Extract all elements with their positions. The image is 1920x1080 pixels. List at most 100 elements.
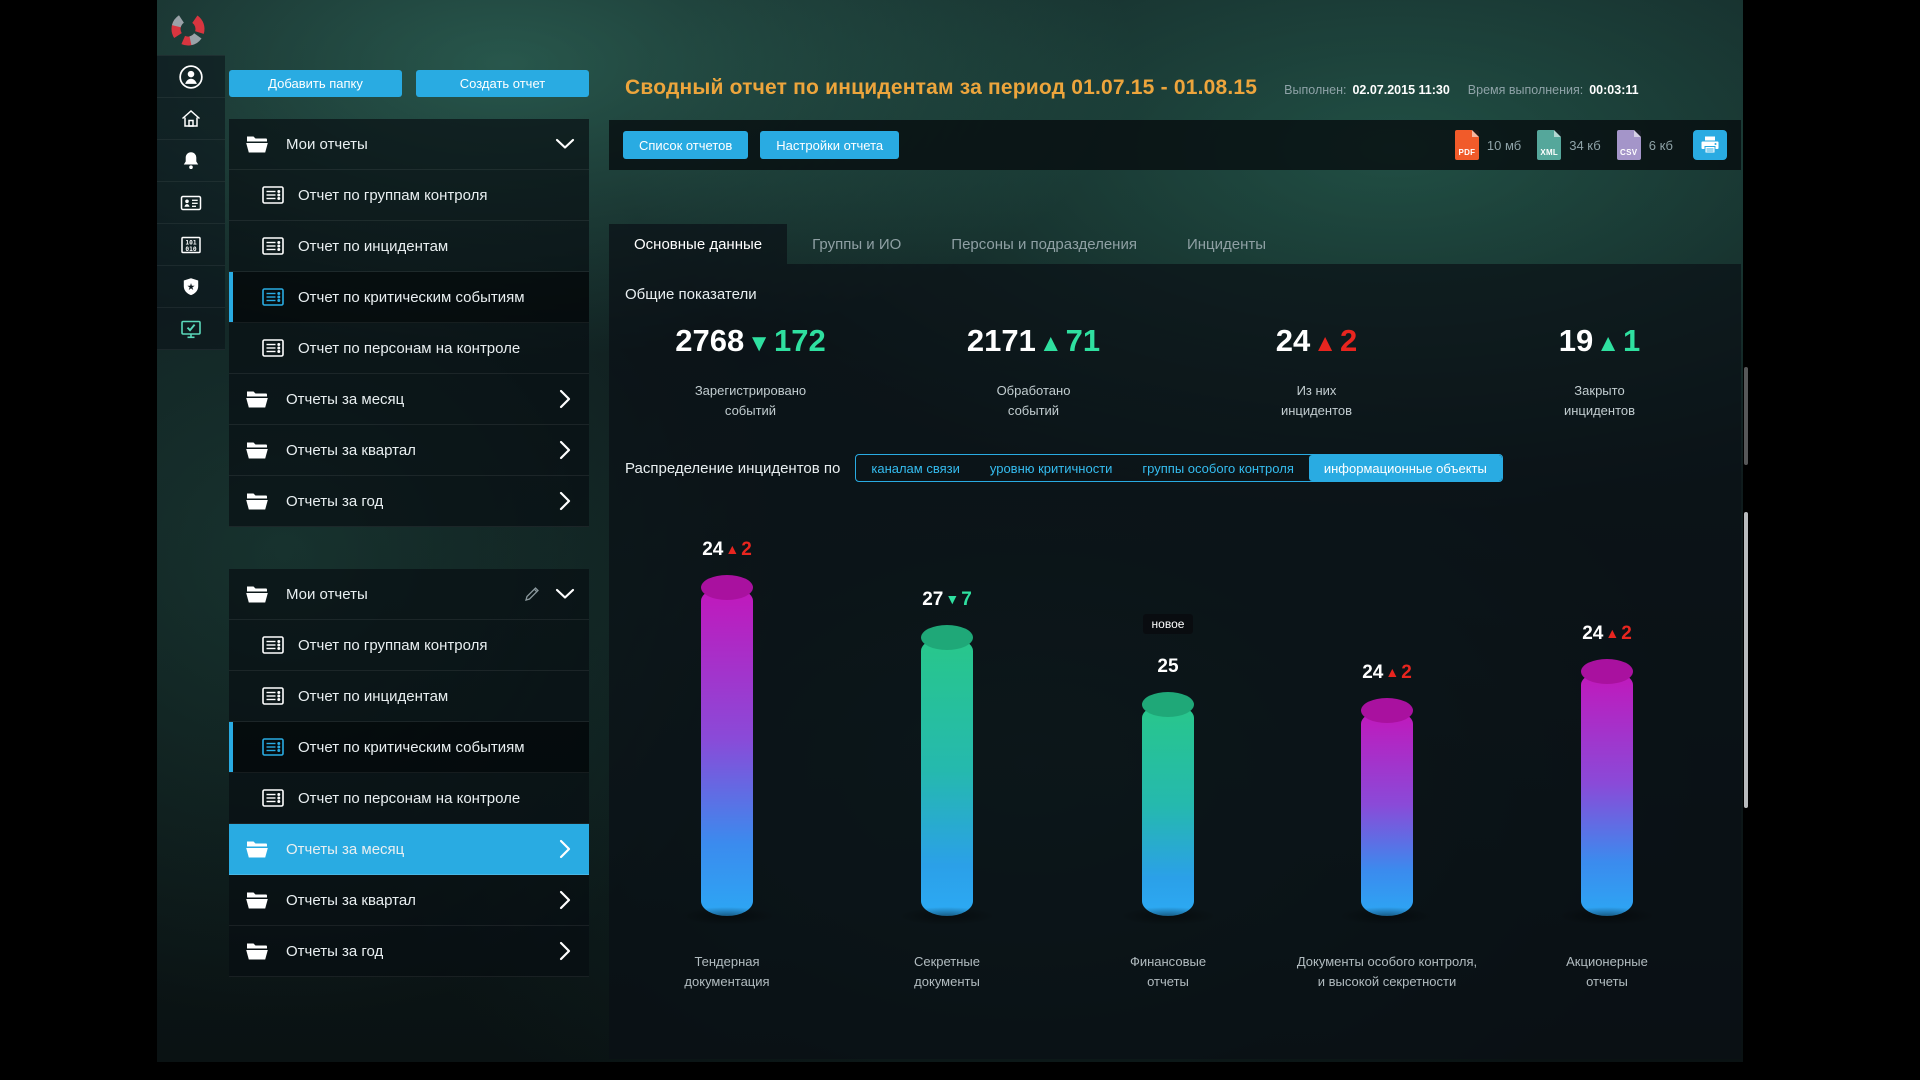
chevron-right-icon [559, 839, 571, 859]
folder-item[interactable]: Отчеты за год [229, 926, 589, 977]
folder-item-label: Отчеты за месяц [286, 390, 405, 408]
printer-icon [1700, 136, 1720, 154]
svg-text:010: 010 [185, 245, 196, 252]
report-item[interactable]: Отчет по инцидентам [229, 671, 589, 722]
segment-info-objects[interactable]: информационные объекты [1308, 455, 1502, 481]
svg-text:101: 101 [185, 239, 196, 246]
duration-label: Время выполнения: [1467, 83, 1584, 97]
report-item[interactable]: Отчет по группам контроля [229, 170, 589, 221]
folder-item-label: Отчеты за год [286, 492, 384, 510]
segment-channels[interactable]: каналам связи [871, 460, 960, 476]
chevron-down-icon [555, 138, 575, 150]
create-report-button[interactable]: Создать отчет [416, 70, 589, 97]
kpi-closed: 19 ▲1 Закрыто инцидентов [1558, 323, 1641, 419]
bar-value-label: 27 ▼ 7 [922, 589, 972, 610]
report-settings-button[interactable]: Настройки отчета [760, 131, 900, 159]
report-item[interactable]: Отчет по персонам на контроле [229, 323, 589, 374]
add-folder-button[interactable]: Добавить папку [229, 70, 402, 97]
folder-item[interactable]: Отчеты за квартал [229, 425, 589, 476]
folder-item-label: Отчеты за год [286, 942, 384, 960]
scrollbar-thumb[interactable] [1744, 367, 1748, 465]
executed-value: 02.07.2015 11:30 [1352, 83, 1450, 97]
folder-panel-bottom-header[interactable]: Мои отчеты [229, 569, 589, 620]
print-button[interactable] [1693, 130, 1727, 160]
chevron-right-icon [559, 890, 571, 910]
new-badge: новое [1068, 614, 1268, 634]
kpi-incidents: 24 ▲2 Из них инцидентов [1275, 323, 1358, 419]
bar-value-label: 25 [1157, 656, 1179, 677]
incident-bar-chart: 24 ▲ 2 27 ▼ 7 25 новое 24 ▲ 2 [609, 264, 1741, 1059]
csv-file-size: 6 кб [1648, 137, 1673, 153]
bar-value-label: 24 ▲ 2 [1362, 662, 1412, 683]
home-icon [179, 107, 203, 131]
rail-item-persons[interactable] [157, 182, 225, 224]
folder-panel-top-header[interactable]: Мои отчеты [229, 119, 589, 170]
tab-persons[interactable]: Персоны и подразделения [951, 235, 1137, 253]
icon-rail: 101 010 ★ [157, 55, 225, 350]
pdf-file-size: 10 мб [1486, 137, 1522, 153]
folder-panel-title: Мои отчеты [286, 585, 368, 603]
rail-item-data[interactable]: 101 010 [157, 224, 225, 266]
xml-file-icon[interactable]: XML [1537, 130, 1562, 160]
main-area: Сводный отчет по инцидентам за период 01… [609, 0, 1741, 1062]
executed-meta: Выполнен: 02.07.2015 11:30 [1284, 83, 1450, 97]
folder-icon [245, 441, 269, 460]
distribution-filter: Распределение инцидентов по каналам связ… [625, 454, 1503, 482]
category-label: Акционерные отчеты [1566, 954, 1648, 989]
tab-groups[interactable]: Группы и ИО [812, 235, 902, 253]
folder-panel-title: Мои отчеты [286, 135, 368, 153]
report-item-label: Отчет по персонам на контроле [298, 339, 521, 357]
user-icon [178, 64, 204, 90]
chart-bar: 24 ▲ 2 [679, 539, 775, 925]
segment-special-control[interactable]: группы особого контроля [1142, 460, 1294, 476]
folder-icon [245, 585, 269, 604]
bell-icon [179, 149, 203, 173]
folder-item-highlighted[interactable]: Отчеты за месяц [229, 824, 589, 875]
report-item[interactable]: Отчет по группам контроля [229, 620, 589, 671]
chart-bar: 27 ▼ 7 [899, 589, 995, 925]
distribution-segmented-control: каналам связи уровню критичности группы … [855, 454, 1503, 482]
chart-bar: 25 новое [1120, 614, 1216, 925]
report-item-selected[interactable]: Отчет по критическим событиям [229, 272, 589, 323]
rail-item-monitoring[interactable] [157, 308, 225, 350]
category-label: Финансовые отчеты [1129, 954, 1207, 989]
folder-item-label: Отчеты за квартал [286, 891, 416, 909]
tab-incidents[interactable]: Инциденты [1186, 235, 1267, 253]
pdf-file-icon[interactable]: PDF [1454, 130, 1479, 160]
report-tabs: Основные данные Группы и ИО Персоны и по… [609, 224, 1741, 264]
report-item-label: Отчет по критическим событиям [298, 738, 525, 756]
folder-item-label: Отчеты за квартал [286, 441, 416, 459]
report-item[interactable]: Отчет по персонам на контроле [229, 773, 589, 824]
scrollbar-thumb[interactable] [1744, 512, 1748, 808]
report-header: Сводный отчет по инцидентам за период 01… [625, 76, 1639, 100]
folder-item[interactable]: Отчеты за месяц [229, 374, 589, 425]
rail-item-profile[interactable] [157, 55, 225, 98]
edit-pencil-icon[interactable] [523, 585, 541, 603]
triangle-up-icon: ▲ [1038, 330, 1063, 357]
chart-bar: 24 ▲ 2 [1559, 623, 1655, 925]
report-icon [262, 636, 284, 654]
contact-card-icon [179, 191, 203, 215]
report-list-button[interactable]: Список отчетов [623, 131, 749, 159]
report-item[interactable]: Отчет по инцидентам [229, 221, 589, 272]
chevron-down-icon [555, 588, 575, 600]
rail-item-home[interactable] [157, 98, 225, 140]
bar-value-label: 24 ▲ 2 [1582, 623, 1632, 644]
rail-item-notifications[interactable] [157, 140, 225, 182]
report-item-selected[interactable]: Отчет по критическим событиям [229, 722, 589, 773]
folder-icon [245, 840, 269, 859]
folder-icon [245, 390, 269, 409]
triangle-up-icon: ▲ [1605, 625, 1620, 641]
rail-item-security[interactable]: ★ [157, 266, 225, 308]
folder-item[interactable]: Отчеты за год [229, 476, 589, 527]
report-item-label: Отчет по группам контроля [298, 186, 488, 204]
folder-item[interactable]: Отчеты за квартал [229, 875, 589, 926]
category-label: Секретные документы [913, 954, 981, 989]
section-title: Общие показатели [625, 286, 757, 303]
segment-criticality[interactable]: уровню критичности [989, 460, 1113, 476]
report-icon [262, 738, 284, 756]
tab-main-data[interactable]: Основные данные [609, 224, 788, 264]
csv-file-icon[interactable]: CSV [1616, 130, 1641, 160]
report-item-label: Отчет по персонам на контроле [298, 789, 521, 807]
report-item-label: Отчет по инцидентам [298, 237, 449, 255]
